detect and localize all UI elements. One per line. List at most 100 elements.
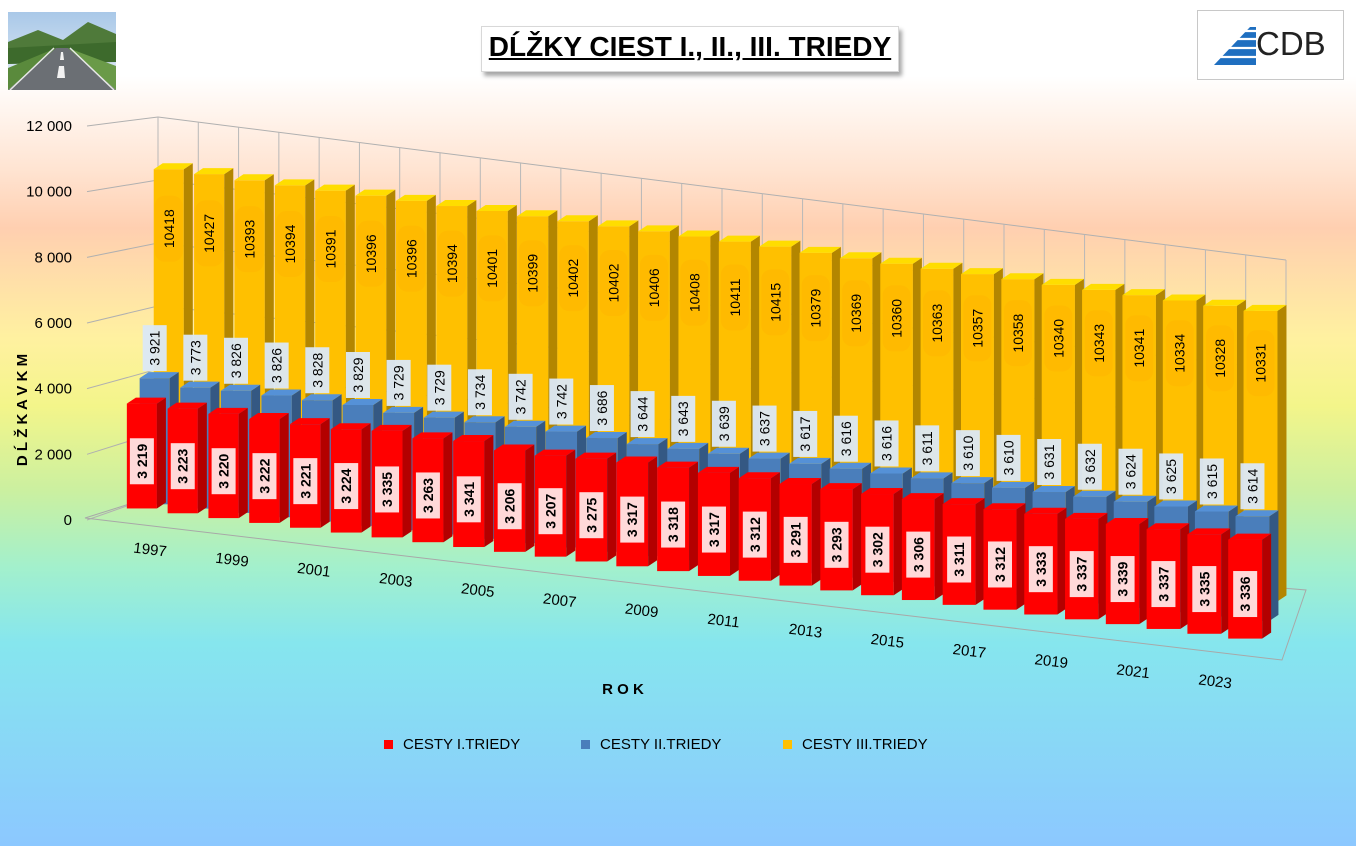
bar-side (238, 407, 248, 519)
data-label: 10406 (646, 268, 662, 307)
data-label-box (467, 369, 492, 416)
data-label-glow (639, 254, 668, 321)
data-label-box (752, 405, 777, 452)
data-label-box (415, 472, 440, 519)
bar-top (1032, 486, 1075, 493)
x-axis-ticks: 1997 1999 2001 2003 2005 2007 2009 2011 2013 2015… (132, 540, 1232, 693)
bar-side (770, 472, 780, 581)
data-label-box (386, 359, 411, 406)
data-label: 3 729 (431, 370, 447, 405)
data-label: 10402 (606, 263, 622, 302)
bar-top (464, 416, 505, 423)
bar-top (153, 163, 193, 170)
bar-side (156, 397, 166, 509)
data-label: 10391 (322, 229, 338, 268)
data-label-glow (1044, 305, 1073, 372)
gridline-side (86, 368, 159, 390)
data-label-box (947, 536, 972, 583)
x-tick-label: 2001 (296, 560, 331, 581)
data-label-box (630, 391, 655, 438)
x-tick-label: 2021 (1116, 661, 1151, 682)
bar-top (748, 452, 790, 459)
data-label-box (142, 325, 167, 372)
bar-top (180, 381, 220, 388)
bar-top (779, 478, 821, 485)
bar-top (1041, 278, 1084, 285)
bar-side (1139, 517, 1149, 625)
bar-top (983, 503, 1026, 510)
gridline-side (86, 116, 159, 127)
data-label: 3 335 (1196, 571, 1212, 606)
data-label: 10340 (1050, 319, 1066, 358)
bar-top (274, 179, 315, 186)
data-label: 10357 (969, 309, 985, 348)
bar-top (820, 483, 862, 490)
data-label-box (538, 488, 563, 535)
data-label-box (264, 342, 289, 389)
bar-top (126, 397, 166, 404)
y-tick-label: 2 000 (34, 446, 72, 463)
bar-side (320, 418, 330, 528)
data-label: 10396 (403, 239, 419, 278)
bar-top (208, 407, 248, 414)
bar-top (234, 174, 274, 181)
bar-top (423, 411, 464, 418)
bar-side (1221, 528, 1231, 634)
data-label: 3 742 (553, 384, 569, 419)
data-label: 3 318 (665, 507, 681, 542)
data-label: 3 611 (919, 431, 935, 465)
bar-side (525, 444, 535, 552)
bar-top (870, 467, 912, 474)
gridline-side (86, 242, 159, 258)
data-label-box (793, 410, 818, 457)
data-label: 10418 (161, 209, 177, 248)
legend-swatch (384, 740, 393, 749)
data-label-box (865, 526, 890, 573)
x-tick-label: 2003 (378, 570, 413, 591)
legend-swatch (783, 740, 792, 749)
series-1: 3 219 3 223 3 220 3 222 3 221 3 224 3 335 3 263… (126, 397, 1272, 639)
data-label: 10334 (1172, 334, 1188, 373)
bar-side (443, 432, 453, 543)
data-label-box (223, 337, 248, 384)
y-tick-label: 8 000 (34, 249, 72, 266)
data-label-glow (559, 245, 588, 312)
bar-top (920, 262, 963, 269)
data-label-box (293, 458, 318, 505)
bar-top (759, 240, 801, 247)
bar-top (586, 432, 627, 439)
bar-top (638, 225, 679, 232)
data-label-box (1240, 463, 1265, 510)
data-label-box (305, 347, 330, 394)
data-label: 10427 (201, 214, 217, 253)
bar-side (361, 423, 371, 533)
data-label-glow (842, 280, 871, 347)
data-label: 3 921 (147, 330, 163, 365)
bar-top (261, 389, 301, 396)
data-label: 10379 (808, 288, 824, 327)
data-label: 10369 (848, 294, 864, 333)
data-label: 3 742 (513, 379, 529, 414)
bar-top (616, 456, 658, 463)
bar-top (861, 488, 903, 495)
bar-top (315, 184, 355, 191)
bar-top (789, 457, 831, 464)
data-label-box (783, 516, 808, 563)
data-label-box (211, 448, 236, 495)
gridline-side (86, 305, 159, 324)
data-label-box (987, 541, 1012, 588)
bar-top (1073, 490, 1116, 497)
data-label: 3 644 (635, 396, 651, 431)
bar-top (194, 168, 234, 175)
data-label: 3 773 (187, 340, 203, 375)
y-tick-label: 12 000 (26, 118, 72, 135)
x-tick-label: 2011 (706, 611, 740, 632)
bar-top (707, 447, 749, 454)
bar-top (453, 435, 494, 442)
y-tick-label: 6 000 (34, 315, 72, 332)
bar-top (355, 189, 396, 196)
bar-top (1235, 510, 1279, 517)
data-label-box (742, 511, 767, 558)
data-label: 3 223 (175, 448, 191, 483)
bar-top (545, 425, 587, 432)
